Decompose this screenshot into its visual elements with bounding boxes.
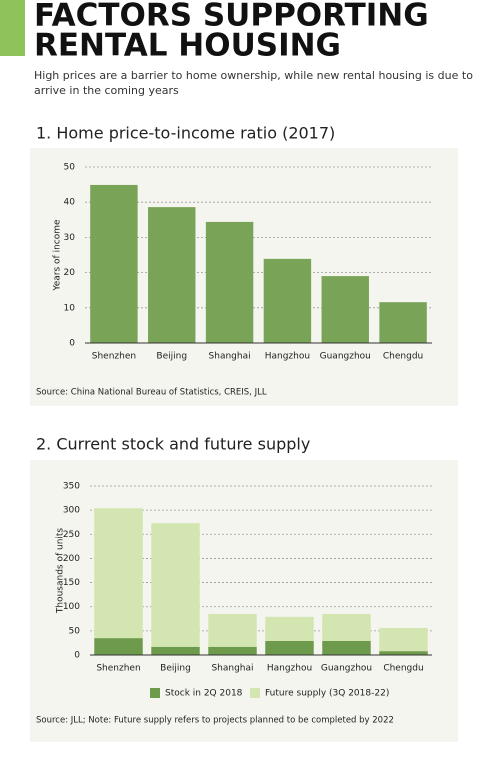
y-tick-label: 10 [64,303,76,313]
bar-segment [94,508,143,639]
bar-segment [322,640,371,655]
y-tick-label: 100 [63,602,80,612]
y-axis-label: Years of income [53,219,63,292]
y-tick-label: 40 [64,198,76,208]
bar [205,221,254,343]
bar-segment [208,646,257,655]
legend-label: Future supply (3Q 2018-22) [265,689,389,699]
chart-title: 1. Home price-to-income ratio (2017) [36,124,335,143]
y-tick-label: 350 [63,482,80,492]
y-tick-label: 50 [69,626,81,636]
bar-segment [379,651,428,655]
bar-segment [379,627,428,652]
y-tick-label: 50 [64,163,76,173]
x-tick-label: Shanghai [211,664,253,674]
bar-segment [265,640,314,655]
x-tick-label: Hangzhou [265,352,310,362]
bar-segment [151,646,200,655]
bar-segment [265,616,314,641]
x-tick-label: Chengdu [383,664,423,674]
x-tick-label: Chengdu [383,352,423,362]
y-tick-label: 300 [63,506,80,516]
bar [90,184,138,343]
subtitle-line: arrive in the coming years [34,84,179,97]
y-tick-label: 150 [63,578,80,588]
accent-bar [0,0,25,56]
x-tick-label: Guangzhou [320,352,371,362]
bar [148,207,196,343]
y-tick-label: 0 [69,339,75,349]
y-tick-label: 20 [64,268,76,278]
x-tick-label: Beijing [156,352,187,362]
x-tick-label: Guangzhou [321,664,372,674]
bar [321,276,369,343]
x-tick-label: Hangzhou [267,664,312,674]
source-note: Source: JLL; Note: Future supply refers … [36,716,394,726]
chart-title: 2. Current stock and future supply [36,435,310,454]
bar [379,302,427,343]
chart-panel [30,460,458,742]
bar-segment [94,638,143,655]
title-line: FACTORS SUPPORTING [34,0,429,34]
y-tick-label: 0 [74,651,80,661]
bar [263,258,312,343]
bar-segment [151,523,200,647]
y-axis-label: Thousands of units [56,528,66,615]
x-tick-label: Shenzhen [96,664,140,674]
title-line: RENTAL HOUSING [34,28,341,64]
legend-swatch [250,688,260,698]
y-tick-label: 250 [63,530,80,540]
x-tick-label: Beijing [160,664,191,674]
y-tick-label: 30 [64,233,76,243]
bar-segment [322,613,371,641]
subtitle-line: High prices are a barrier to home owners… [34,69,473,82]
y-tick-label: 200 [63,554,80,564]
legend-swatch [150,688,160,698]
source-note: Source: China National Bureau of Statist… [36,388,267,398]
x-tick-label: Shanghai [209,352,251,362]
bar-segment [208,613,257,647]
legend-label: Stock in 2Q 2018 [165,689,243,699]
x-tick-label: Shenzhen [92,352,136,362]
